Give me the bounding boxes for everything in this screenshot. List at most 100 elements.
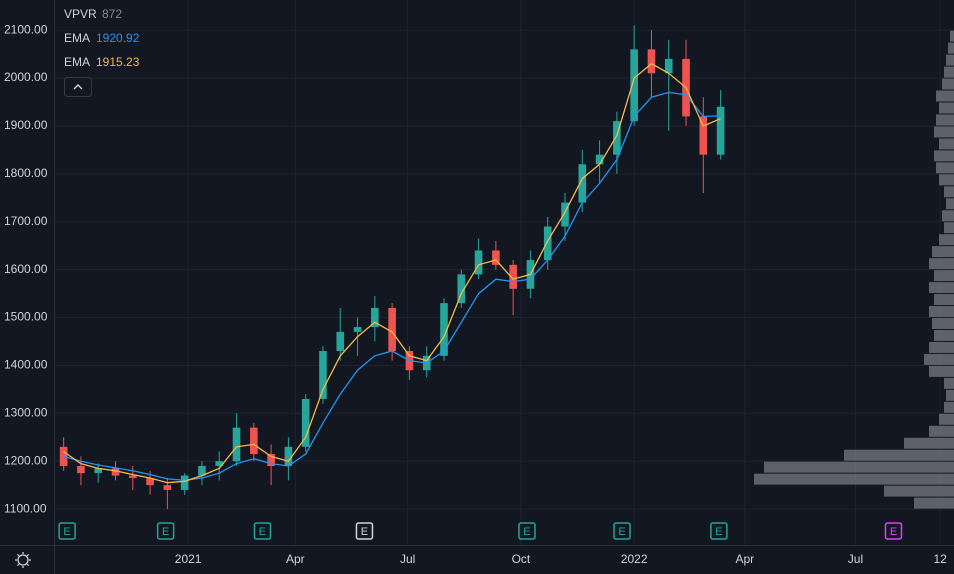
profile-bar (844, 449, 954, 461)
event-marker (710, 522, 728, 540)
candle-body (613, 121, 621, 155)
candle-body (180, 475, 189, 490)
profile-bar (944, 66, 954, 78)
profile-bar (944, 222, 954, 234)
profile-bar (939, 102, 954, 114)
event-marker (58, 522, 76, 540)
y-tick-label: 1500.00 (4, 310, 48, 324)
candle-body (716, 106, 725, 155)
candle-body (630, 49, 638, 122)
x-tick-label: Oct (512, 552, 531, 566)
x-tick-label: Jul (848, 552, 863, 566)
candle-body (77, 465, 85, 474)
profile-bar (950, 30, 954, 42)
profile-bar (939, 234, 954, 246)
profile-bar (934, 270, 954, 282)
candle-body (647, 49, 656, 74)
event-label: E (361, 526, 368, 538)
candle-body (163, 485, 172, 490)
legend-value: 1915.23 (96, 55, 140, 69)
event-label: E (618, 526, 625, 538)
profile-bar (929, 365, 954, 377)
profile-bar (946, 54, 954, 66)
profile-bar (934, 126, 954, 138)
x-tick-label: Jul (400, 552, 415, 566)
profile-bar (914, 497, 954, 509)
y-tick-label: 1800.00 (4, 166, 48, 180)
event-label: E (259, 526, 266, 538)
x-tick-label: Apr (286, 552, 305, 566)
event-marker (884, 522, 903, 540)
candle-body (474, 250, 483, 275)
event-label: E (162, 526, 169, 538)
profile-bar (944, 401, 954, 413)
x-tick-label: 2021 (175, 552, 202, 566)
button-frame (64, 77, 92, 97)
event-marker (613, 522, 631, 540)
event-label: E (63, 526, 70, 538)
event-marker (518, 522, 536, 540)
legend-name: EMA (64, 31, 90, 45)
y-tick-label: 1400.00 (4, 358, 48, 372)
candle-body (371, 307, 379, 328)
y-tick-label: 2000.00 (4, 70, 48, 84)
profile-bar (904, 437, 954, 449)
y-tick-label: 1300.00 (4, 405, 48, 419)
profile-bar (948, 42, 954, 54)
y-tick-label: 1100.00 (4, 501, 47, 515)
event-label: E (715, 526, 722, 538)
profile-bar (764, 461, 954, 473)
profile-bar (929, 341, 954, 353)
candle-body (595, 154, 604, 165)
candle-body (457, 274, 466, 304)
profile-bar (929, 306, 954, 318)
y-tick-label: 2100.00 (4, 22, 48, 36)
profile-bar (942, 78, 954, 90)
event-label: E (890, 526, 897, 538)
profile-bar (924, 353, 954, 365)
profile-bar (944, 377, 954, 389)
collapse-button[interactable] (64, 77, 92, 97)
candle-body (336, 331, 345, 352)
profile-bar (944, 186, 954, 198)
y-tick-label: 1600.00 (4, 262, 48, 276)
candle-body (699, 116, 708, 155)
candle-body (267, 454, 275, 466)
settings-icon[interactable] (15, 552, 31, 568)
profile-bar (932, 318, 954, 329)
candle-body (232, 427, 241, 462)
candle-body (284, 446, 293, 466)
profile-bar (946, 389, 954, 401)
profile-bar (939, 138, 954, 150)
profile-bar (929, 425, 954, 437)
indicator-name: VPVR (64, 7, 97, 21)
candle-body (440, 303, 448, 356)
candle-body (664, 58, 673, 74)
event-marker (355, 522, 374, 540)
profile-bar (942, 210, 954, 222)
profile-bar (934, 150, 954, 162)
profile-bar (934, 329, 954, 341)
candle-body (319, 351, 327, 399)
event-label: E (523, 526, 530, 538)
indicator-setting: 872 (102, 7, 122, 21)
legend-name: EMA (64, 55, 90, 69)
legend-value: 1920.92 (96, 31, 140, 45)
candle-body (301, 398, 310, 447)
volume-profile (754, 30, 954, 509)
candle-body (509, 264, 517, 289)
gear (17, 554, 29, 566)
ema-line (63, 91, 721, 481)
x-tick-label: 12 (933, 552, 947, 566)
profile-bar (884, 485, 954, 497)
candle-body (215, 461, 224, 466)
profile-bar (936, 114, 954, 126)
profile-bar (936, 90, 954, 102)
profile-bar (929, 258, 954, 270)
x-tick-label: Apr (735, 552, 754, 566)
candle-body (146, 477, 154, 486)
candle-body (561, 202, 569, 227)
candle-body (250, 427, 258, 455)
